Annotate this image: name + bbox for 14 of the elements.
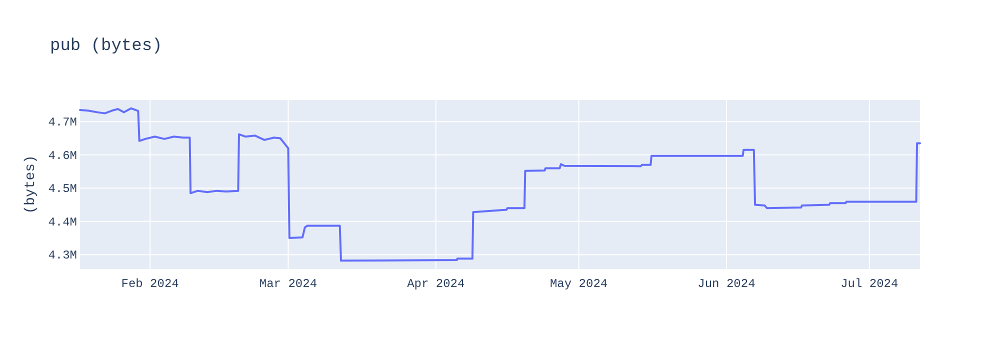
y-tick-label: 4.3M [48, 248, 77, 263]
y-tick-label: 4.6M [48, 148, 77, 163]
y-axis-title: (bytes) [23, 155, 39, 214]
y-tick-label: 4.4M [48, 215, 77, 230]
x-tick-label: May 2024 [550, 277, 608, 291]
x-tick-label: Mar 2024 [259, 277, 318, 291]
x-tick-label: Jul 2024 [840, 277, 898, 291]
x-tick-label: Jun 2024 [698, 277, 756, 291]
chart-title: pub (bytes) [50, 37, 162, 56]
y-tick-label: 4.7M [48, 116, 77, 130]
line-series [79, 107, 921, 262]
y-tick-label: 4.5M [48, 182, 77, 196]
x-tick-label: Apr 2024 [407, 277, 465, 291]
x-tick-label: Feb 2024 [121, 277, 179, 291]
